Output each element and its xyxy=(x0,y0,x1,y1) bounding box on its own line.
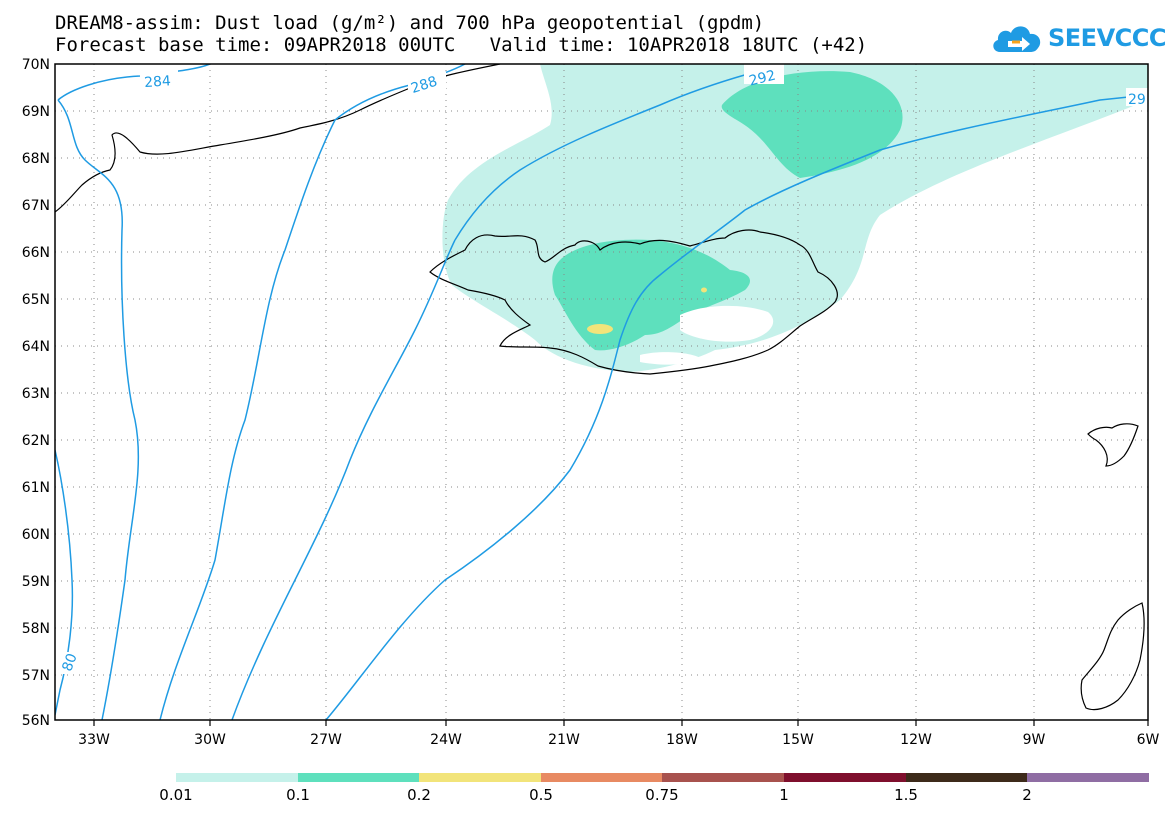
dust-region-yellow xyxy=(587,324,613,334)
y-tick-label: 58N xyxy=(22,621,50,637)
y-tick-label: 56N xyxy=(22,713,50,729)
legend-swatch xyxy=(419,773,541,782)
x-tick-label: 27W xyxy=(310,732,342,748)
clear-patch-small xyxy=(640,352,700,365)
chart-title: DREAM8-assim: Dust load (g/m²) and 700 h… xyxy=(55,12,765,34)
legend-swatch xyxy=(176,773,298,782)
legend-label: 0.1 xyxy=(286,786,310,804)
iceland-coast xyxy=(429,229,838,375)
y-axis-labels: 56N 57N 58N 59N 60N 61N 62N 63N 64N 65N … xyxy=(22,57,50,729)
contour-label-288: 288 xyxy=(409,74,439,97)
contour-label-284: 284 xyxy=(144,73,172,91)
legend-label: 0.5 xyxy=(529,786,553,804)
legend-label: 0.01 xyxy=(159,786,193,804)
y-tick-label: 63N xyxy=(22,386,50,402)
contour-284-west xyxy=(57,99,140,720)
contour-288b xyxy=(231,239,456,720)
contour-label-280: 80 xyxy=(60,651,81,673)
grid-lines xyxy=(55,64,1148,720)
legend-swatch xyxy=(298,773,419,782)
legend-label: 1 xyxy=(779,786,789,804)
y-tick-label: 64N xyxy=(22,339,50,355)
contour-labels: 284 288 292 29 80 xyxy=(55,64,1148,674)
contour-292 xyxy=(325,94,1148,720)
y-tick-label: 61N xyxy=(22,480,50,496)
x-tick-label: 12W xyxy=(900,732,932,748)
legend-swatch xyxy=(662,773,784,782)
y-tick-label: 59N xyxy=(22,574,50,590)
y-tick-label: 57N xyxy=(22,668,50,684)
legend-swatch xyxy=(1027,773,1149,782)
legend-swatch xyxy=(541,773,662,782)
x-axis-labels: 33W 30W 27W 24W 21W 18W 15W 12W 9W 6W xyxy=(78,732,1159,748)
x-tick-label: 30W xyxy=(194,732,226,748)
map-frame xyxy=(54,63,1149,721)
contour-288 xyxy=(159,64,466,720)
dust-region-yellow-small xyxy=(701,287,707,293)
logo-text: SEEVCCC xyxy=(1048,24,1167,52)
faroe-coast xyxy=(1087,423,1139,467)
legend-swatch xyxy=(906,773,1027,782)
x-tick-label: 18W xyxy=(666,732,698,748)
legend-label: 2 xyxy=(1022,786,1032,804)
cloud-arrow-icon xyxy=(993,26,1041,52)
legend-label: 1.5 xyxy=(894,786,918,804)
greenland-coast xyxy=(55,64,501,213)
y-tick-label: 62N xyxy=(22,433,50,449)
x-tick-label: 15W xyxy=(782,732,814,748)
x-tick-label: 33W xyxy=(78,732,110,748)
seevccc-logo: SEEVCCC xyxy=(990,20,1167,56)
coastlines xyxy=(55,64,1145,711)
contour-label-292: 292 xyxy=(748,68,778,90)
dust-region-medium xyxy=(552,239,750,351)
contour-label-29: 29 xyxy=(1128,92,1146,108)
y-tick-label: 60N xyxy=(22,527,50,543)
x-tick-label: 24W xyxy=(430,732,462,748)
contour-280 xyxy=(55,449,74,716)
y-tick-label: 67N xyxy=(22,198,50,214)
axis-ticks xyxy=(93,720,1149,726)
dust-region-medium-ne xyxy=(721,71,903,178)
y-tick-label: 68N xyxy=(22,151,50,167)
contour-284 xyxy=(57,64,211,101)
x-tick-label: 6W xyxy=(1137,732,1160,748)
x-tick-label: 9W xyxy=(1023,732,1046,748)
y-tick-label: 69N xyxy=(22,104,50,120)
geopotential-contours xyxy=(55,64,1148,720)
x-tick-label: 21W xyxy=(548,732,580,748)
y-tick-label: 66N xyxy=(22,245,50,261)
clear-patch xyxy=(680,305,774,342)
legend-swatch xyxy=(784,773,906,782)
legend-label: 0.2 xyxy=(407,786,431,804)
contour-292b xyxy=(454,73,749,241)
y-tick-label: 65N xyxy=(22,292,50,308)
legend-label: 0.75 xyxy=(645,786,679,804)
y-tick-label: 70N xyxy=(22,57,50,73)
scotland-coast xyxy=(1080,602,1145,711)
chart-subtitle: Forecast base time: 09APR2018 00UTC Vali… xyxy=(55,34,868,56)
